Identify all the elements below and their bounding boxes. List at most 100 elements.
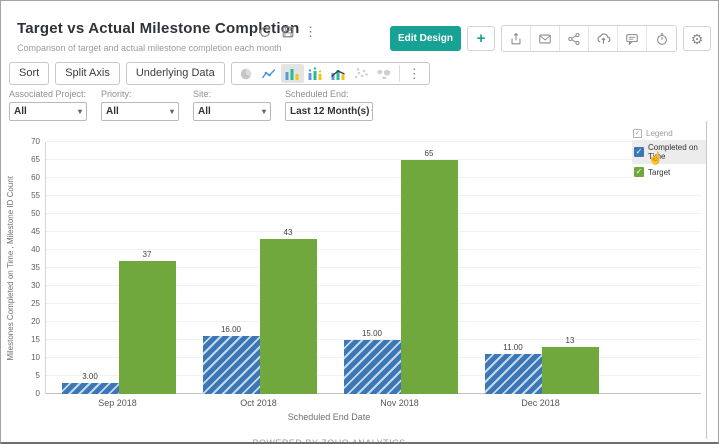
y-tick-label: 30	[31, 281, 40, 290]
filter-value: All	[198, 106, 211, 117]
filter-select-associated-project[interactable]: All ▾	[9, 102, 87, 121]
stacked-bar-chart-icon[interactable]	[304, 64, 327, 83]
alert-button[interactable]	[647, 26, 676, 51]
y-tick-label: 55	[31, 191, 40, 200]
filter-value: All	[14, 106, 27, 117]
title-actions: ⋮	[258, 24, 317, 39]
filter-value: Last 12 Month(s)	[290, 106, 370, 117]
x-tick-label: Oct 2018	[240, 398, 277, 408]
bar-value-label: 15.00	[361, 329, 383, 338]
bar-target-oct-2018[interactable]: 43	[259, 228, 317, 394]
combo-chart-icon[interactable]	[327, 64, 350, 83]
y-tick-label: 50	[31, 209, 40, 218]
filter-label: Priority:	[101, 89, 132, 99]
bar-completed-on-time-dec-2018[interactable]: 11.00	[484, 343, 542, 394]
y-tick-label: 60	[31, 173, 40, 182]
bar-target-nov-2018[interactable]: 65	[400, 149, 458, 394]
filter-priority: Priority: All ▾	[101, 89, 179, 121]
bar-group-oct-2018: 16.00 43	[189, 142, 330, 394]
y-tick-label: 35	[31, 263, 40, 272]
y-tick-label: 10	[31, 353, 40, 362]
publish-button[interactable]	[589, 26, 618, 51]
bar-completed-on-time-sep-2018[interactable]: 3.00	[61, 372, 119, 394]
gridline	[46, 339, 701, 340]
gridline	[46, 159, 701, 160]
legend-item-completed-on-time[interactable]: ✓ Completed on Time	[632, 140, 706, 164]
gridline	[46, 321, 701, 322]
bars-area: 3.00 37 16.00 43 15.00 65 11.00 13	[48, 142, 612, 394]
bar-value-label: 16.00	[220, 325, 242, 334]
export-button[interactable]	[502, 26, 531, 51]
settings-button[interactable]: ⚙	[683, 26, 711, 51]
y-tick-label: 65	[31, 155, 40, 164]
bar-completed-on-time-nov-2018[interactable]: 15.00	[343, 329, 401, 394]
bar-group-sep-2018: 3.00 37	[48, 142, 189, 394]
caret-down-icon: ▾	[77, 107, 82, 116]
comment-button[interactable]	[618, 26, 647, 51]
filter-label: Associated Project:	[9, 89, 87, 99]
timer-icon	[656, 32, 667, 45]
filter-label: Site:	[193, 89, 212, 99]
legend-header: ✓ Legend	[632, 127, 706, 140]
y-tick-label: 15	[31, 335, 40, 344]
edit-design-button[interactable]: Edit Design	[389, 26, 461, 51]
y-tick-label: 70	[31, 137, 40, 146]
filter-scheduled-end: Scheduled End: Last 12 Month(s)▾	[285, 89, 373, 121]
legend-item-label: Completed on Time	[648, 143, 698, 161]
gridline	[46, 231, 701, 232]
legend-header-label: Legend	[646, 129, 673, 138]
legend-checkbox-icon[interactable]: ✓	[633, 129, 642, 138]
gear-icon: ⚙	[690, 30, 704, 47]
page-title: Target vs Actual Milestone Completion	[17, 20, 300, 37]
legend-checkbox-icon[interactable]: ✓	[634, 147, 644, 157]
bar-group-dec-2018: 11.00 13	[471, 142, 612, 394]
split-axis-button[interactable]: Split Axis	[55, 62, 120, 85]
more-vertical-icon[interactable]: ⋮	[304, 24, 317, 39]
pie-chart-icon	[235, 64, 258, 83]
bar-target-sep-2018[interactable]: 37	[118, 250, 176, 394]
x-tick-label: Sep 2018	[98, 398, 137, 408]
filter-row: Associated Project: All ▾ Priority: All ▾ Site…	[9, 89, 373, 121]
more-vertical-icon: ⋮	[407, 66, 421, 81]
share-button[interactable]	[560, 26, 589, 51]
x-tick-label: Dec 2018	[521, 398, 560, 408]
add-button[interactable]: +	[467, 26, 495, 51]
gridline	[46, 285, 701, 286]
legend-checkbox-icon[interactable]: ✓	[634, 167, 644, 177]
gridline	[46, 249, 701, 250]
view-actions: Edit Design + ⚙	[389, 25, 711, 52]
caret-down-icon: ▾	[371, 107, 372, 116]
filter-label: Scheduled End:	[285, 89, 349, 99]
gridline	[46, 213, 701, 214]
bar-value-label: 11.00	[503, 343, 523, 352]
filter-select-scheduled-end[interactable]: Last 12 Month(s)▾	[285, 102, 373, 121]
line-chart-icon[interactable]	[258, 64, 281, 83]
export-icon	[511, 32, 521, 44]
underlying-data-button[interactable]: Underlying Data	[125, 62, 225, 85]
bar-value-label: 37	[142, 250, 152, 259]
powered-by-text: POWERED BY ZOHO ANALYTICS	[252, 438, 406, 444]
bar-value-label: 3.00	[82, 372, 98, 381]
filter-select-priority[interactable]: All ▾	[101, 102, 179, 121]
scatter-chart-icon	[350, 64, 373, 83]
bar-completed-on-time-oct-2018[interactable]: 16.00	[202, 325, 260, 394]
bar-chart-icon[interactable]	[280, 64, 304, 83]
legend-item-target[interactable]: ✓ Target	[632, 164, 706, 180]
x-axis-title: Scheduled End Date	[287, 412, 371, 422]
y-tick-label: 0	[35, 389, 40, 398]
gridline	[46, 303, 701, 304]
legend-item-label: Target	[648, 167, 671, 177]
legend-panel: ✓ Legend ✓ Completed on Time ✓ Target ☝	[632, 127, 706, 180]
gridline	[46, 141, 701, 142]
bar-target-dec-2018[interactable]: 13	[541, 336, 599, 394]
more-chart-types-button[interactable]: ⋮	[403, 64, 426, 83]
save-icon[interactable]	[281, 25, 295, 39]
bar-value-label: 13	[565, 336, 575, 345]
bar-value-label: 65	[424, 149, 434, 158]
filter-select-site[interactable]: All ▾	[193, 102, 271, 121]
mouse-cursor-pointer: ☝	[648, 151, 663, 165]
email-button[interactable]	[531, 26, 560, 51]
sort-button[interactable]: Sort	[9, 62, 50, 85]
refresh-icon[interactable]	[258, 25, 272, 39]
